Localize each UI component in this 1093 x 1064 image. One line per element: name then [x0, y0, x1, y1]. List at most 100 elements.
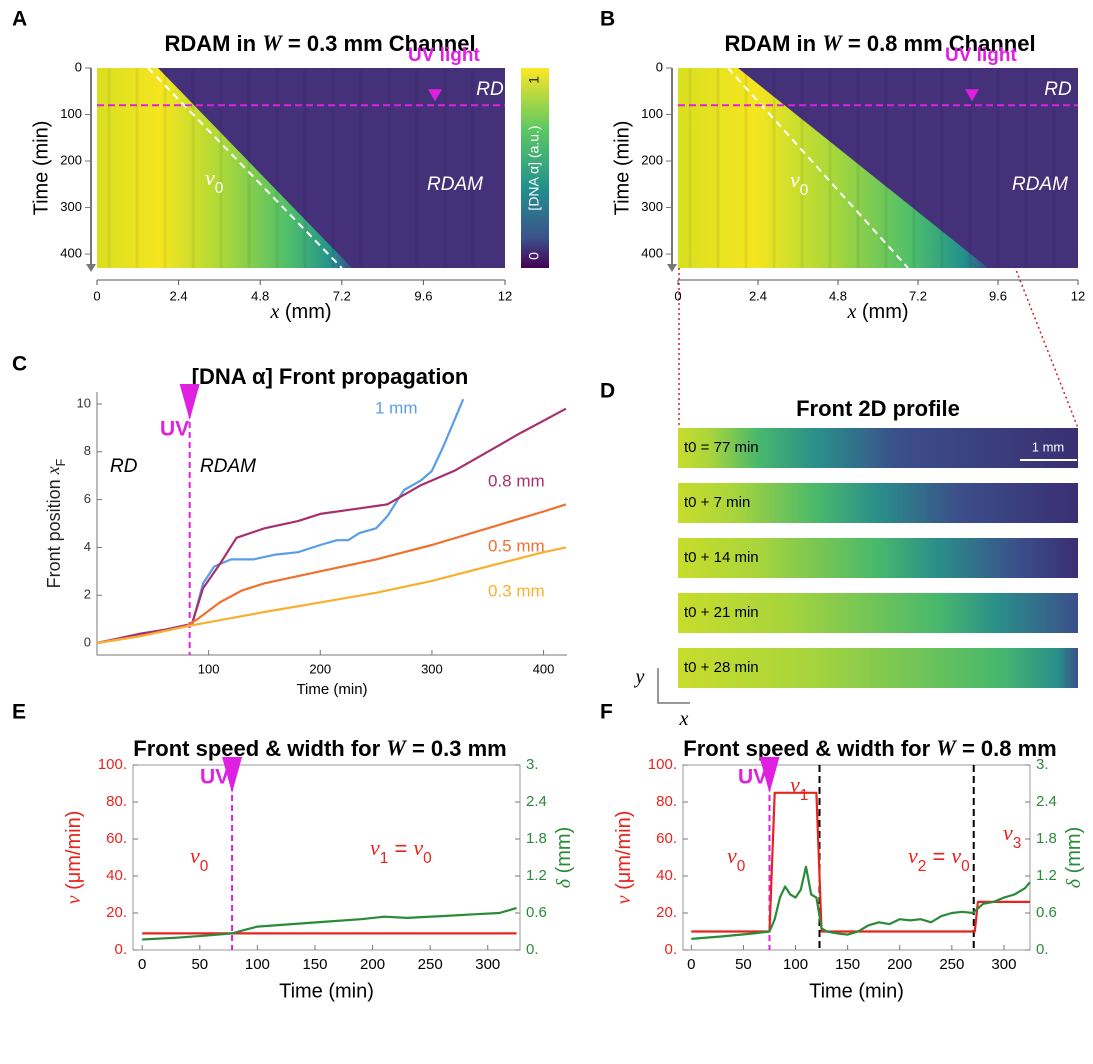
speed-label: v0: [190, 843, 208, 875]
text-part: RDAM in: [724, 31, 822, 56]
y-tick-label: 400: [60, 245, 82, 260]
text-part: = 0.8 mm Channel: [842, 31, 1036, 56]
text-part: (μm/min): [63, 811, 85, 896]
series-label: 0.5 mm: [488, 536, 545, 555]
text-part: W: [822, 30, 843, 55]
speed-label: v2 = v0: [908, 843, 970, 875]
text-part: v: [413, 835, 423, 860]
y2-axis-label: δ (mm): [1063, 827, 1086, 889]
panel-letter: E: [12, 701, 26, 724]
y-tick-label: 0.: [114, 941, 127, 958]
series-line: [142, 907, 517, 941]
y2-tick-label: 3.: [1036, 756, 1049, 773]
frame-label: t0 + 28 min: [684, 659, 759, 676]
y-tick-label: 200: [60, 152, 82, 167]
y-tick-label: 4: [84, 539, 91, 554]
y-tick-label: 60.: [106, 830, 127, 847]
x-axis-label: Time (min): [279, 980, 374, 1002]
axis-arrow: [86, 264, 96, 272]
panel-title: RDAM in W = 0.8 mm Channel: [724, 30, 1035, 56]
panel-letter: C: [12, 353, 27, 376]
x-tick-label: 7.2: [333, 288, 351, 303]
scale-bar-label: 1 mm: [1032, 439, 1065, 454]
y-axis-label: Time (min): [30, 121, 52, 216]
text-part: y: [634, 666, 645, 688]
profile-image: [678, 593, 1078, 633]
series-label: 0.3 mm: [488, 581, 545, 600]
x-tick-label: 0: [687, 956, 695, 973]
text-part: = 0.3 mm Channel: [282, 31, 476, 56]
x-tick-label: 150: [835, 956, 860, 973]
frame-label: t0 + 7 min: [684, 494, 750, 511]
y-tick-label: 100: [60, 106, 82, 121]
text-part: RDAM in: [164, 31, 262, 56]
y-tick-label: 20.: [106, 904, 127, 921]
series-line: [691, 865, 1031, 940]
text-part: (mm): [856, 301, 908, 323]
uv-marker: [759, 757, 780, 793]
text-part: δ: [553, 878, 575, 888]
text-part: 0: [737, 858, 746, 875]
series-line: [96, 407, 567, 645]
frame-label: t0 + 14 min: [684, 549, 759, 566]
y-tick-label: 0: [75, 59, 82, 74]
reference-line: [147, 67, 343, 269]
text-part: F: [54, 458, 68, 466]
x-tick-label: 250: [418, 956, 443, 973]
text-part: 0: [961, 858, 970, 875]
x-tick-label: 0: [674, 288, 681, 303]
y-tick-label: 100.: [648, 756, 677, 773]
text-part: v: [790, 167, 800, 192]
text-part: x: [43, 466, 63, 475]
y-tick-label: 40.: [656, 867, 677, 884]
text-part: 0: [423, 850, 432, 867]
y2-tick-label: 1.2: [526, 867, 547, 884]
phase-label: RD: [110, 456, 138, 477]
x-tick-label: 150: [302, 956, 327, 973]
uv-marker: [965, 89, 979, 102]
y-tick-label: 100: [641, 106, 663, 121]
phase-label: RDAM: [427, 174, 483, 195]
y-tick-label: 400: [641, 245, 663, 260]
x-tick-label: 0: [93, 288, 100, 303]
plot-frame: [682, 764, 1031, 951]
colorbar-tick-label: 1: [526, 76, 542, 84]
x-tick-label: 0: [138, 956, 146, 973]
panel-letter: A: [12, 8, 27, 31]
x-tick-label: 12: [1071, 288, 1085, 303]
y-axis-label: Front position xF: [43, 458, 68, 588]
uv-marker: [179, 384, 200, 420]
y-tick-label: 80.: [656, 793, 677, 810]
front-label: v0: [205, 165, 223, 197]
profile-image: [678, 428, 1078, 468]
y-tick-label: 40.: [106, 867, 127, 884]
y-tick-label: 300: [60, 199, 82, 214]
axis-arrow: [667, 264, 677, 272]
phase-label: RDAM: [1012, 174, 1068, 195]
x-tick-label: 300: [475, 956, 500, 973]
text-part: Front speed & width for: [133, 736, 386, 761]
text-part: v: [727, 843, 737, 868]
phase-label: RD: [476, 79, 504, 100]
y-axis-label: v (μm/min): [613, 811, 636, 905]
text-part: v: [613, 895, 635, 904]
series-line: [691, 791, 1030, 933]
text-part: W: [936, 735, 957, 760]
panel-letter: B: [600, 8, 615, 31]
series-line: [96, 503, 567, 645]
y-tick-label: 80.: [106, 793, 127, 810]
x-tick-label: 200: [887, 956, 912, 973]
text-part: Front speed & width for: [683, 736, 936, 761]
text-part: 1: [380, 850, 389, 867]
x-axis-label: x (mm): [269, 301, 331, 324]
text-part: =: [388, 836, 413, 861]
plot-frame: [132, 764, 521, 951]
x-tick-label: 4.8: [251, 288, 269, 303]
orientation-axes: [657, 668, 690, 704]
y-tick-label: 200: [641, 152, 663, 167]
panel-letter: F: [600, 701, 613, 724]
uv-marker: [428, 89, 442, 102]
heatmap-field: [678, 68, 988, 268]
frame-label: t0 + 21 min: [684, 604, 759, 621]
